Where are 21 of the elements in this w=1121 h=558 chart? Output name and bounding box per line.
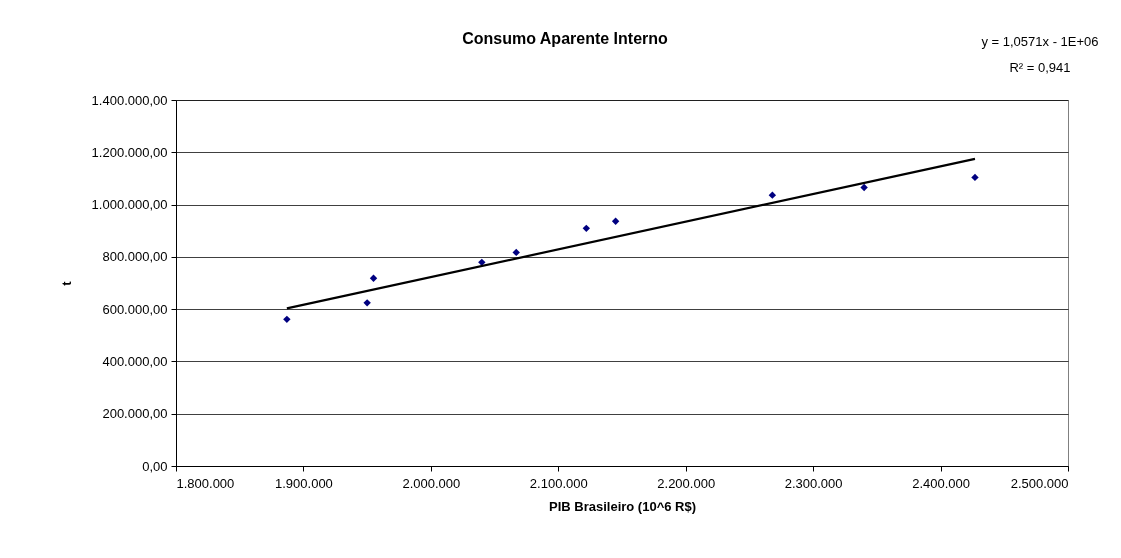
text: R² = 0,941 [1009, 60, 1071, 75]
y-tick-label: 400.000,00 [102, 353, 168, 369]
x-tick-label: 2.500.000 [1010, 475, 1069, 491]
chart-title: Consumo Aparente Interno [462, 30, 669, 47]
x-tick-label: 2.000.000 [402, 475, 461, 491]
y-tick-label: 1.400.000,00 [91, 92, 168, 108]
x-tick-label: 2.200.000 [657, 475, 716, 491]
y-tick-label: 600.000,00 [102, 301, 168, 317]
text: y = 1,0571x - 1E+06 [981, 34, 1099, 49]
x-tick-label: 2.100.000 [529, 475, 588, 491]
y-tick-label: 0,00 [142, 458, 168, 474]
y-tick-label: 200.000,00 [102, 406, 168, 422]
x-tick-label: 2.400.000 [912, 475, 970, 491]
y-tick-label: 1.000.000,00 [91, 197, 168, 213]
y-tick-label: 800.000,00 [102, 249, 168, 265]
x-axis-title: PIB Brasileiro (10^6 R$) [548, 498, 697, 514]
y-axis-title: t [58, 280, 74, 286]
x-tick-label: 2.300.000 [784, 475, 843, 491]
y-tick-label: 1.200.000,00 [91, 144, 168, 160]
x-tick-label: 1.800.000 [176, 475, 235, 491]
x-tick-label: 1.900.000 [275, 475, 333, 491]
